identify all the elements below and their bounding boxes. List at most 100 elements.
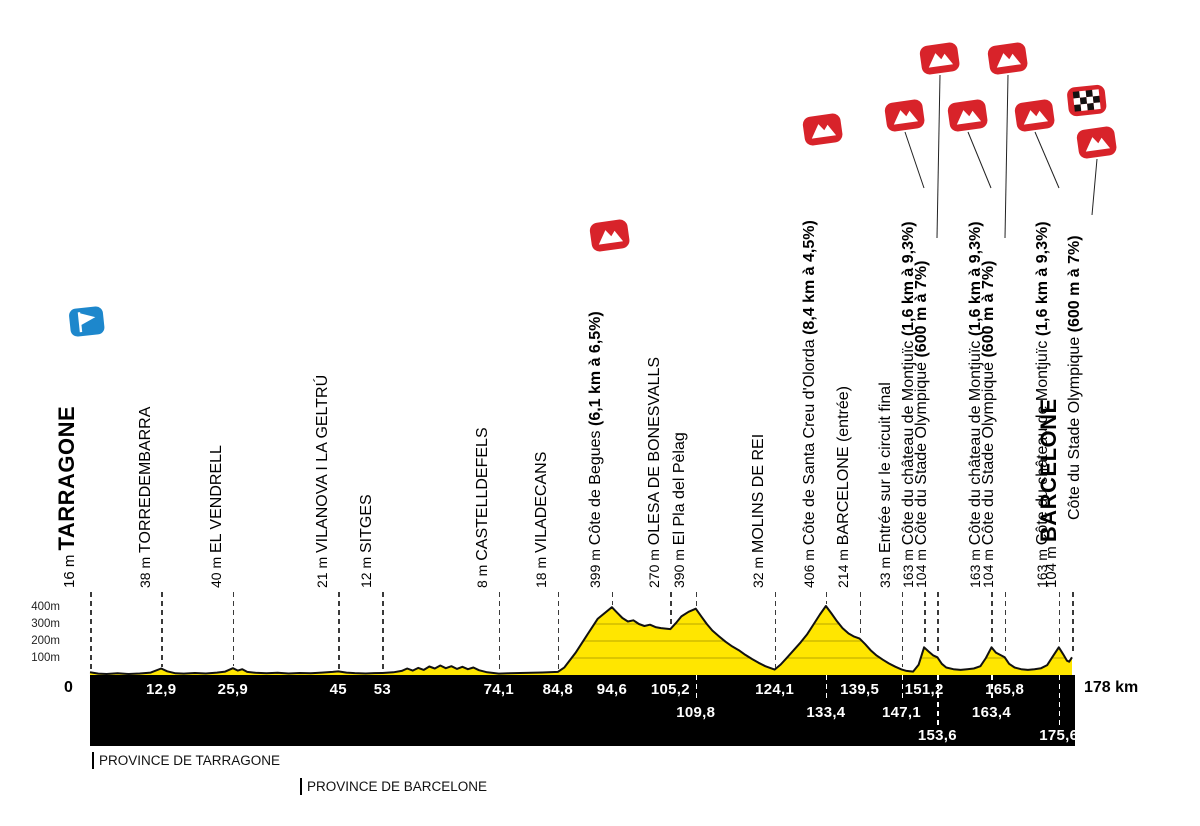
waypoint-elevation: 21 m xyxy=(313,552,330,588)
waypoint-name: Côte de Begues xyxy=(587,430,605,546)
waypoint-elevation: 38 m xyxy=(136,552,153,588)
climb-icon-connector xyxy=(1004,74,1009,239)
climb-icon-connector xyxy=(936,74,941,239)
waypoint-elevation: 390 m xyxy=(671,545,688,588)
waypoint-dash-line xyxy=(924,592,926,646)
climb-icon xyxy=(883,97,928,138)
finish-km-label: 178 km xyxy=(1084,679,1139,696)
waypoint-elevation: 104 m xyxy=(980,545,997,588)
waypoint-label-finish_climb: Côte du Stade Olympique (600 m à 7%) xyxy=(1066,235,1083,520)
waypoint-elevation: 8 m xyxy=(474,560,491,588)
climb-icon xyxy=(801,111,846,152)
waypoint-name: BARCELONE xyxy=(1036,398,1061,543)
distance-marker: 12,9 xyxy=(145,681,177,698)
waypoint-label-climb: 104 m Côte du Stade Olympique (600 m à 7… xyxy=(980,261,997,588)
waypoint-label-city: 32 m MOLINS DE REI xyxy=(750,434,767,588)
waypoint-label-city: 8 m CASTELLDEFELS xyxy=(474,427,491,588)
province-label-barcelone: PROVINCE DE BARCELONE xyxy=(300,778,487,795)
waypoint-name: Côte de Santa Creu d'Olorda xyxy=(801,339,819,546)
waypoint-dash-line xyxy=(991,592,993,646)
waypoint-dash-line xyxy=(382,592,384,671)
waypoint-name: BARCELONE (entrée) xyxy=(835,386,853,546)
waypoint-dash-line xyxy=(937,592,939,656)
distance-marker-dash xyxy=(937,675,939,725)
start-km-label: 0 xyxy=(64,679,73,696)
waypoint-elevation: 214 m xyxy=(835,545,852,588)
distance-marker-dash xyxy=(825,675,828,702)
waypoint-dash-line xyxy=(1072,592,1074,656)
waypoint-elevation: 33 m xyxy=(877,552,894,588)
distance-marker-dash xyxy=(991,675,993,702)
waypoint-label-climb: 406 m Côte de Santa Creu d'Olorda (8,4 k… xyxy=(801,220,818,588)
distance-marker: 124,1 xyxy=(755,681,795,698)
climb-stats: (600 m à 7%) xyxy=(980,260,998,362)
climb-icon xyxy=(946,97,991,138)
waypoint-dash-line xyxy=(695,592,698,607)
distance-marker: 139,5 xyxy=(840,681,880,698)
profile-area xyxy=(90,606,1072,675)
waypoint-label-climb: 104 m Côte du Stade Olympique (600 m à 7… xyxy=(913,261,930,588)
climb-icon xyxy=(986,40,1031,81)
distance-marker: 105,2 xyxy=(650,681,690,698)
elevation-tick-400: 400m xyxy=(31,601,60,613)
finish-flag-icon xyxy=(1065,83,1109,123)
waypoint-label-city: 21 m VILANOVA I LA GELTRÚ xyxy=(314,375,331,588)
waypoint-elevation: 18 m xyxy=(533,552,550,588)
distance-marker: 94,6 xyxy=(596,681,628,698)
waypoint-elevation: 104 m xyxy=(1043,542,1060,588)
waypoint-label-city: 12 m SITGES xyxy=(358,494,375,588)
distance-marker: 151,2 xyxy=(904,681,944,698)
distance-marker-dash xyxy=(901,675,904,702)
waypoint-label-city: 390 m El Pla del Pèlag xyxy=(671,432,688,588)
climb-stats: (8,4 km à 4,5%) xyxy=(801,220,819,340)
waypoint-label-finish: 104 m BARCELONE xyxy=(1036,398,1061,588)
waypoint-name: SITGES xyxy=(357,494,375,553)
climb-stats: (1,6 km à 9,3%) xyxy=(1034,221,1052,341)
climb-icon xyxy=(588,217,633,258)
waypoint-elevation: 104 m xyxy=(912,545,929,588)
waypoint-name: CASTELLDEFELS xyxy=(474,427,492,561)
waypoint-dash-line xyxy=(859,592,862,637)
start-flag-icon xyxy=(66,304,108,345)
distance-marker: 133,4 xyxy=(806,704,846,721)
waypoint-name: Côte du Stade Olympique xyxy=(1065,336,1083,520)
waypoint-name: TARRAGONE xyxy=(54,405,79,551)
waypoint-dash-line xyxy=(557,592,560,670)
climb-stats: (6,1 km à 6,5%) xyxy=(587,311,605,431)
waypoint-label-climb: 399 m Côte de Begues (6,1 km à 6,5%) xyxy=(587,311,604,588)
waypoint-elevation: 40 m xyxy=(208,552,225,588)
waypoint-name: Entrée sur le circuit final xyxy=(877,382,895,553)
distance-marker: 84,8 xyxy=(542,681,574,698)
waypoint-label-city: 40 m EL VENDRELL xyxy=(208,445,225,588)
waypoint-name: OLESA DE BONESVALLS xyxy=(645,356,663,546)
distance-marker-dash xyxy=(695,675,698,702)
distance-marker: 74,1 xyxy=(483,681,514,698)
waypoint-label-city: 270 m OLESA DE BONESVALLS xyxy=(646,357,663,588)
waypoint-elevation: 12 m xyxy=(357,552,374,588)
distance-marker: 165,8 xyxy=(985,681,1025,698)
climb-icon-connector xyxy=(1091,158,1098,216)
province-label-tarragone: PROVINCE DE TARRAGONE xyxy=(92,752,280,769)
waypoint-dash-line xyxy=(498,592,501,672)
waypoint-dash-line xyxy=(901,592,904,668)
waypoint-elevation: 16 m xyxy=(61,550,78,588)
waypoint-dash-line xyxy=(1004,592,1007,656)
waypoint-dash-line xyxy=(161,592,163,667)
waypoint-label-city: 18 m VILADECANS xyxy=(533,452,550,588)
climb-icon-connector xyxy=(904,131,925,189)
elevation-tick-200: 200m xyxy=(31,635,60,647)
waypoint-name: EL VENDRELL xyxy=(208,445,226,553)
climb-icon-connector xyxy=(1034,131,1060,189)
waypoint-dash-line xyxy=(611,592,614,606)
waypoint-dash-line xyxy=(670,592,672,628)
waypoint-name: Côte du Stade Olympique xyxy=(980,361,998,546)
profile-line xyxy=(89,605,1073,675)
waypoint-name: TORREDEMBARRA xyxy=(136,406,154,553)
waypoint-name: Côte du Stade Olympique xyxy=(912,361,930,546)
distance-marker: 45 xyxy=(329,681,347,698)
climb-icon xyxy=(1013,97,1058,138)
distance-band xyxy=(90,675,1075,746)
distance-marker: 153,6 xyxy=(917,727,957,744)
distance-marker: 175,6 xyxy=(1039,727,1079,744)
